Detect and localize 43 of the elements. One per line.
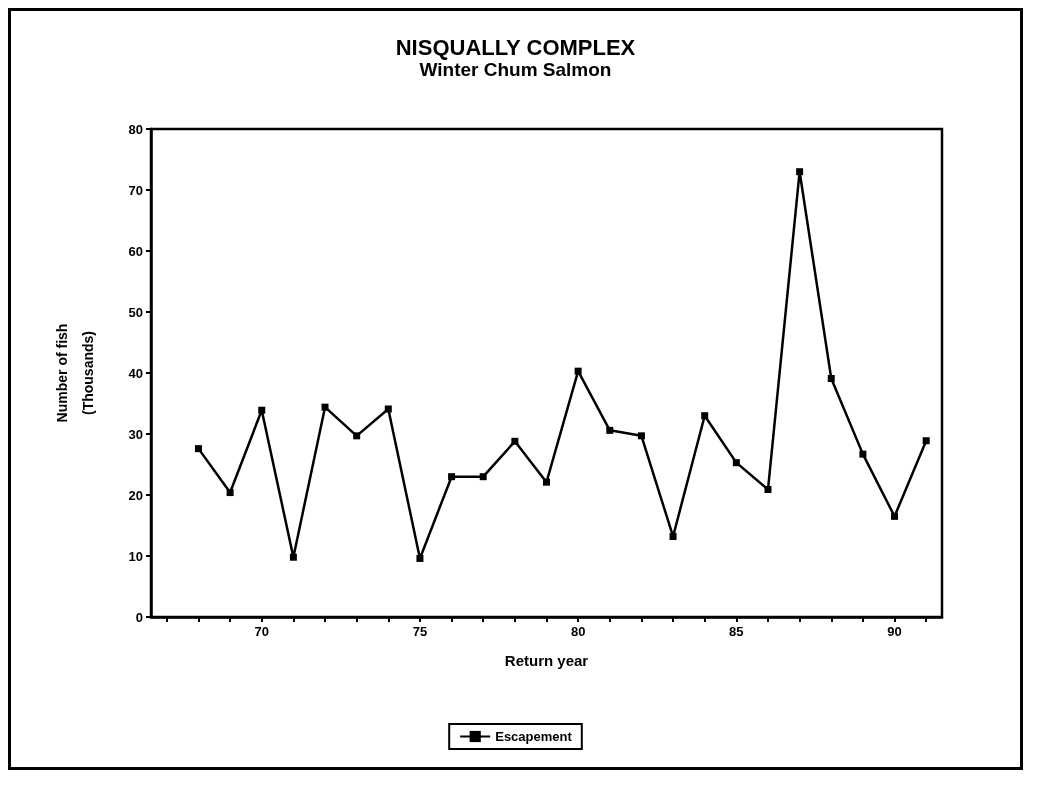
- point: [511, 437, 519, 445]
- y-tick-label: 40: [128, 365, 143, 381]
- point: [384, 405, 392, 413]
- x-tick-label: 70: [254, 624, 269, 639]
- point: [194, 445, 202, 453]
- point: [416, 554, 424, 562]
- y-tick-label: 50: [128, 304, 143, 320]
- point: [574, 367, 582, 375]
- y-tick-label: 30: [128, 426, 143, 442]
- point: [479, 473, 487, 481]
- y-tick-label: 60: [128, 243, 143, 259]
- x-tick-label: 75: [412, 624, 428, 639]
- point: [669, 532, 677, 540]
- point: [543, 478, 550, 486]
- point: [289, 553, 297, 561]
- x-tick-label: 90: [887, 624, 902, 639]
- x-axis-title: Return year: [504, 652, 589, 669]
- point: [827, 374, 835, 382]
- point: [732, 459, 740, 467]
- point: [637, 432, 645, 440]
- x-tick-label: 80: [570, 624, 586, 639]
- y-tick-label: 20: [128, 487, 143, 503]
- point: [796, 168, 804, 176]
- y-tick-label: 80: [128, 121, 143, 137]
- point: [448, 473, 456, 481]
- point: [321, 403, 329, 411]
- point: [891, 512, 899, 520]
- y-tick-label: 10: [128, 548, 143, 564]
- y-axis-title: Number of fish (Thousands): [54, 323, 96, 423]
- point: [701, 412, 709, 420]
- point: [258, 406, 266, 414]
- point: [922, 437, 930, 445]
- point: [764, 486, 772, 494]
- legend-label: Escapement: [495, 729, 573, 744]
- y-tick-label: 70: [128, 182, 143, 198]
- point: [859, 450, 867, 458]
- x-tick-label: 85: [729, 624, 744, 639]
- point: [353, 432, 361, 440]
- chart-title: NISQUALLY COMPLEX: [395, 34, 636, 60]
- point: [606, 426, 614, 434]
- point: [226, 489, 234, 497]
- chart-subtitle: Winter Chum Salmon: [419, 59, 612, 80]
- y-tick-label: 0: [135, 609, 143, 625]
